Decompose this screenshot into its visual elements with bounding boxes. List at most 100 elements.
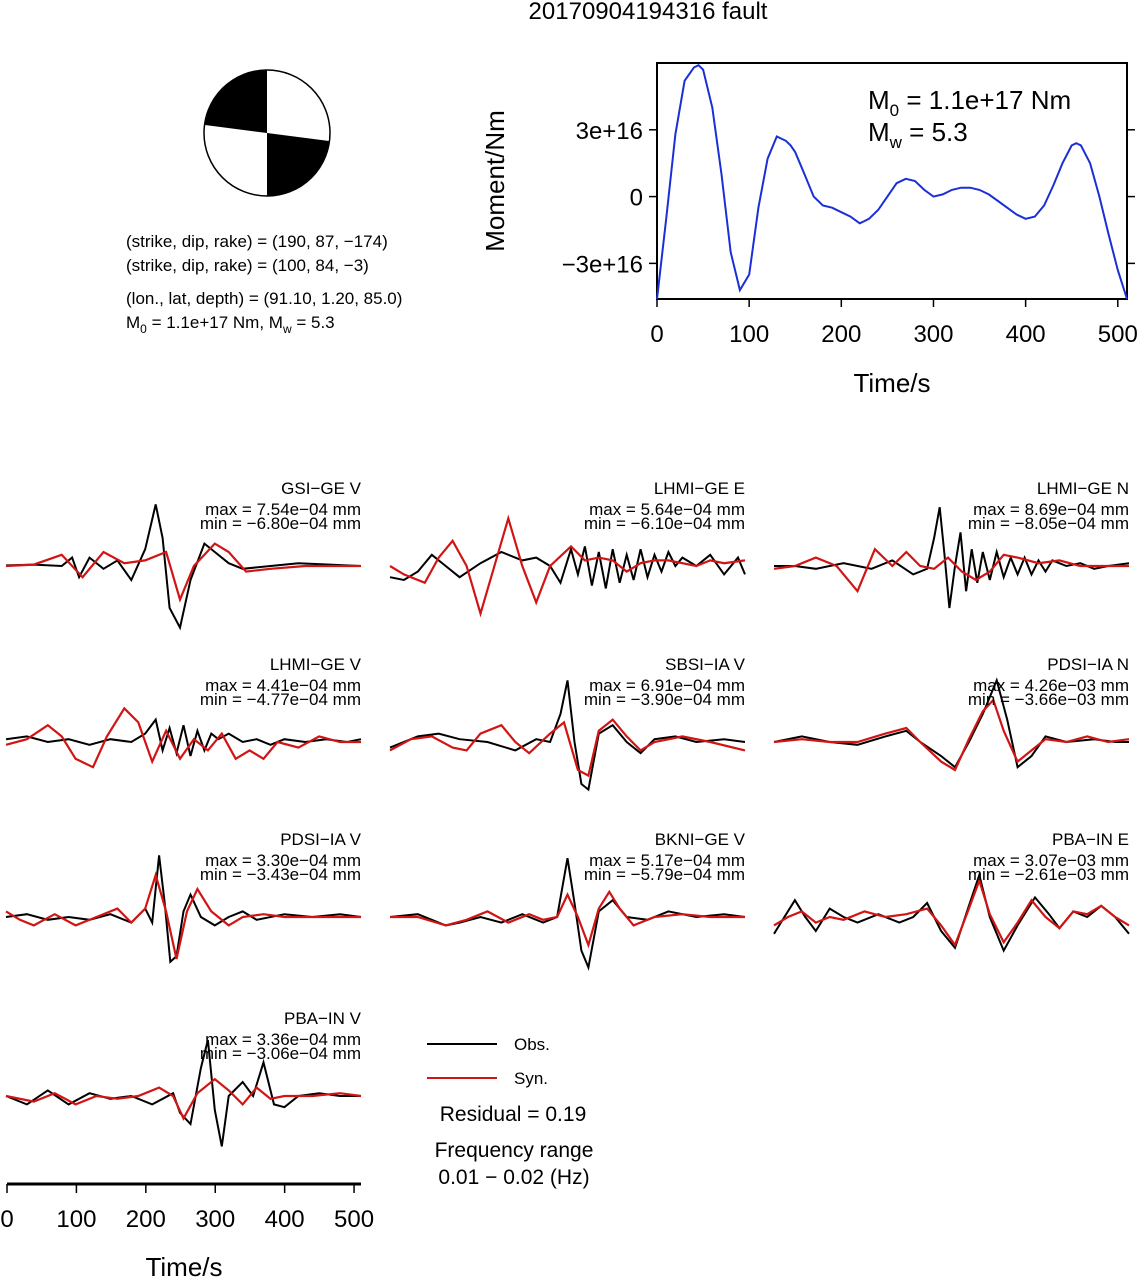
frequency-range: 0.01 − 0.02 (Hz) [438,1166,589,1189]
moment-ytick-label: 3e+16 [576,118,643,145]
moment-xtick-label: 0 [650,321,663,348]
station-min: min = −3.66e−03 mm [968,690,1129,709]
moment-annot-mw: Mw = 5.3 [868,117,968,152]
station-label: PDSI−IA N [1047,655,1129,674]
waveform-x-axis: 0 100 200 300 400 500 [0,1182,374,1233]
station-min: min = −6.10e−04 mm [584,514,745,533]
moment-prefix: M [126,313,140,332]
station-max: max = 3.36e−04 mm [205,1030,361,1049]
mw-sub-label: w [889,133,903,152]
synthetic-trace [5,706,361,769]
nodal-plane-1: (strike, dip, rake) = (190, 87, −174) [126,232,388,251]
legend: Obs. Syn. [427,1035,550,1088]
station-max: max = 5.17e−04 mm [589,851,745,870]
observed-trace [5,504,362,631]
moment-xtick-label: 200 [821,321,861,348]
moment-xtick-label: 100 [729,321,769,348]
station-max: max = 6.91e−04 mm [589,676,745,695]
station-label: PBA−IN E [1052,830,1129,849]
station-label: LHMI−GE V [270,655,362,674]
location-text: (lon., lat, depth) = (91.10, 1.20, 85.0) [126,289,402,308]
moment-xtick-label: 400 [1006,321,1046,348]
station-max: max = 3.30e−04 mm [205,851,361,870]
synthetic-trace [390,889,745,949]
waveform-xtick-label: 0 [0,1206,13,1233]
moment-xtick-label: 500 [1098,321,1138,348]
moment-ytick-label: 0 [630,185,643,212]
m0-value: = 1.1e+17 Nm [899,85,1071,115]
synthetic-trace [5,1077,362,1121]
waveform-xtick-label: 400 [265,1206,305,1233]
synthetic-trace [5,542,361,603]
legend-syn-label: Syn. [514,1069,548,1088]
moment-xtick-label: 300 [913,321,953,348]
waveform-xtick-label: 500 [334,1206,374,1233]
synthetic-trace [773,697,1130,772]
synthetic-trace [389,718,746,778]
observed-trace [5,855,362,964]
station-label: GSI−GE V [281,479,361,498]
frequency-title: Frequency range [435,1139,594,1162]
legend-obs-label: Obs. [514,1035,550,1054]
mw-value: = 5.3 [902,117,968,147]
station-min: min = −6.80e−04 mm [200,514,361,533]
moment-text: M0 = 1.1e+17 Nm, Mw = 5.3 [126,313,335,336]
synthetic-trace [5,871,361,960]
moment-ytick-label: −3e+16 [562,251,643,278]
beachball-icon [203,69,331,197]
moment-xlabel: Time/s [853,368,930,398]
residual-text: Residual = 0.19 [440,1103,587,1126]
moment-y-axis: −3e+16 0 3e+16 [562,118,1135,278]
synthetic-trace [773,877,1130,948]
moment-rate-chart: 0 100 200 300 400 500 −3e+16 0 3e+16 Time/s Mom… [480,62,1138,398]
waveform-xtick-label: 300 [195,1206,235,1233]
moment-rate-line [656,63,1128,300]
mw-sub: w [282,322,292,336]
m0-label: M [868,85,890,115]
station-min: min = −3.43e−04 mm [200,865,361,884]
station-label: LHMI−GE E [654,479,745,498]
moment-frame [656,62,1128,300]
mw-label: M [868,117,890,147]
station-max: max = 8.69e−04 mm [973,500,1129,519]
synthetic-trace [773,547,1129,594]
station-min: min = −3.90e−04 mm [584,690,745,709]
station-label: PBA−IN V [284,1009,362,1028]
observed-trace [5,1039,361,1147]
nodal-plane-2: (strike, dip, rake) = (100, 84, −3) [126,256,369,275]
waveform-xlabel: Time/s [145,1252,222,1281]
waveform-xtick-label: 100 [56,1206,96,1233]
station-max: max = 3.07e−03 mm [973,851,1129,870]
moment-ylabel: Moment/Nm [480,110,510,252]
station-max: max = 4.26e−03 mm [973,676,1129,695]
station-min: min = −3.06e−04 mm [200,1044,361,1063]
moment-annot-m0: M0 = 1.1e+17 Nm [868,85,1071,120]
waveform-xtick-label: 200 [126,1206,166,1233]
station-min: min = −5.79e−04 mm [584,865,745,884]
observed-trace [774,507,1130,609]
station-min: min = −8.05e−04 mm [968,514,1129,533]
figure-title: 20170904194316 fault [529,0,768,25]
m0-sub: 0 [890,101,899,120]
station-label: BKNI−GE V [655,830,746,849]
station-label: SBSI−IA V [665,655,746,674]
station-min: min = −4.77e−04 mm [200,690,361,709]
station-max: max = 5.64e−04 mm [589,500,745,519]
mw-tail: = 5.3 [292,313,335,332]
synthetic-trace [389,514,746,618]
moment-sub: 0 [140,322,147,336]
station-max: max = 4.41e−04 mm [205,676,361,695]
observed-trace [5,717,362,758]
station-min: min = −2.61e−03 mm [968,865,1129,884]
station-max: max = 7.54e−04 mm [205,500,361,519]
